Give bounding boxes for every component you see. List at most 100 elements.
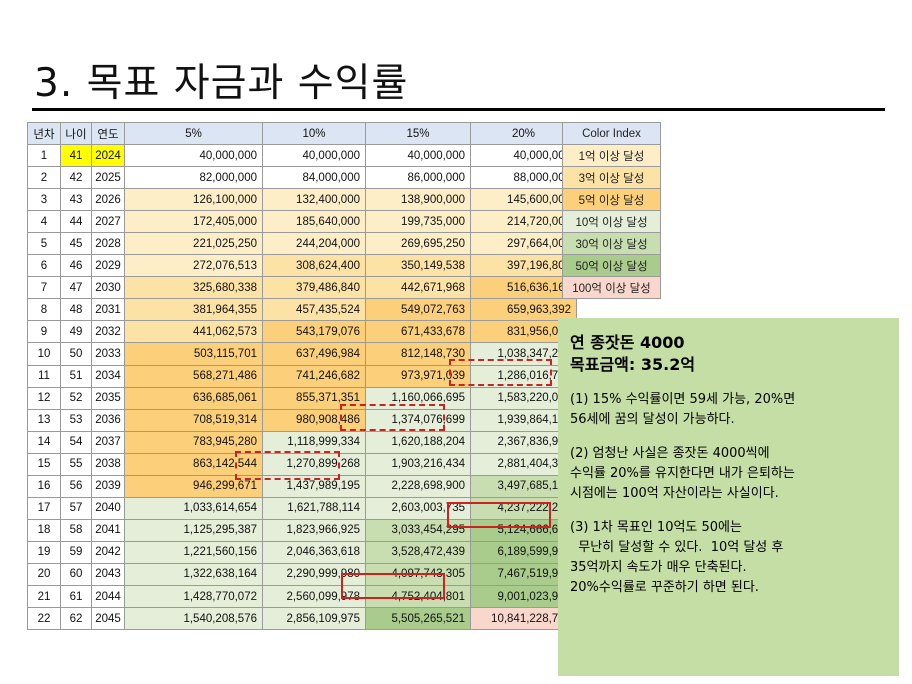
table-row: 6 46 2029 272,076,513 308,624,400 350,149,538…	[27, 254, 577, 278]
table-row: 9 49 2032 441,062,573 543,179,076 671,433,678…	[27, 320, 577, 344]
column-header: 15%	[365, 121, 471, 146]
balance-cell: 1,540,208,576	[124, 607, 263, 631]
balance-cell: 3,033,454,295	[365, 518, 471, 542]
note-point-2-line-2: 수익률 20%를 유지한다면 내가 은퇴하는	[570, 466, 795, 481]
age-cell: 54	[60, 430, 92, 454]
milestone-marker-20pct-10	[449, 359, 552, 386]
balance-cell: 350,149,538	[365, 254, 471, 278]
balance-cell: 86,000,000	[365, 166, 471, 190]
balance-cell: 812,148,730	[365, 342, 471, 366]
table-header-row: 년차 나이 연도 5% 10% 15% 20%	[27, 121, 577, 146]
year-index-cell: 7	[27, 276, 61, 300]
balance-cell: 855,371,351	[262, 386, 366, 410]
year-cell: 2037	[91, 430, 125, 454]
balance-cell: 3,497,685,178	[470, 474, 577, 498]
legend-item: 50억 이상 달성	[562, 254, 661, 278]
balance-cell: 269,695,250	[365, 232, 471, 256]
age-cell: 61	[60, 584, 92, 609]
age-cell: 51	[60, 364, 92, 388]
balance-cell: 2,856,109,975	[262, 607, 366, 631]
balance-cell: 2,228,698,900	[365, 474, 471, 498]
balance-cell: 84,000,000	[262, 166, 366, 190]
table-row: 11 51 2034 568,271,486 741,246,682 973,971,03…	[27, 364, 577, 388]
balance-cell: 185,640,000	[262, 210, 366, 234]
year-index-cell: 4	[27, 210, 61, 234]
balance-cell: 1,583,220,090	[470, 386, 577, 410]
balance-cell: 1,823,966,925	[262, 518, 366, 542]
balance-cell: 1,437,989,195	[262, 474, 366, 498]
age-cell: 53	[60, 408, 92, 432]
balance-cell: 325,680,338	[124, 276, 263, 300]
balance-cell: 1,428,770,072	[124, 584, 263, 609]
table-row: 19 59 2042 1,221,560,156 2,046,363,618 3,528,…	[27, 540, 577, 564]
year-cell: 2029	[91, 254, 125, 278]
balance-cell: 132,400,000	[262, 188, 366, 212]
balance-cell: 1,125,295,387	[124, 518, 263, 542]
balance-cell: 783,945,280	[124, 430, 263, 454]
year-index-cell: 10	[27, 342, 61, 366]
year-cell: 2024	[91, 144, 125, 168]
table-row: 4 44 2027 172,405,000 185,640,000 199,735,000…	[27, 210, 577, 234]
year-index-cell: 14	[27, 430, 61, 454]
returns-table: 년차 나이 연도 5% 10% 15% 20% 1 41 2024 40,000,000 40,00…	[27, 121, 577, 631]
age-cell: 52	[60, 386, 92, 410]
year-cell: 2044	[91, 584, 125, 609]
balance-cell: 2,367,836,929	[470, 430, 577, 454]
column-header: 나이	[60, 121, 92, 146]
age-cell: 57	[60, 496, 92, 520]
year-cell: 2040	[91, 496, 125, 520]
age-cell: 46	[60, 254, 92, 278]
balance-cell: 145,600,000	[470, 188, 577, 212]
age-cell: 41	[60, 144, 92, 168]
summary-note-box: 연 종잣돈 4000 목표금액: 35.2억 (1) 15% 수익률이면 59세…	[558, 318, 899, 676]
table-row: 18 58 2041 1,125,295,387 1,823,966,925 3,033,…	[27, 518, 577, 542]
balance-cell: 5,505,265,521	[365, 607, 471, 631]
age-cell: 50	[60, 342, 92, 366]
milestone-marker-15pct-12	[340, 404, 445, 431]
table-row: 12 52 2035 636,685,061 855,371,351 1,160,066,…	[27, 386, 577, 410]
balance-cell: 40,000,000	[124, 144, 263, 168]
balance-cell: 10,841,228,778	[470, 607, 577, 631]
table-row: 7 47 2030 325,680,338 379,486,840 442,671,968…	[27, 276, 577, 300]
age-cell: 45	[60, 232, 92, 256]
balance-cell: 457,435,524	[262, 298, 366, 322]
balance-cell: 40,000,000	[470, 144, 577, 168]
balance-cell: 441,062,573	[124, 320, 263, 344]
table-row: 2 42 2025 82,000,000 84,000,000 86,000,000 88,…	[27, 166, 577, 190]
target-marker-15pct-19	[341, 573, 445, 599]
balance-cell: 7,467,519,985	[470, 562, 577, 586]
balance-cell: 1,620,188,204	[365, 430, 471, 454]
legend-item: 10억 이상 달성	[562, 210, 661, 234]
balance-cell: 199,735,000	[365, 210, 471, 234]
year-cell: 2041	[91, 518, 125, 542]
age-cell: 42	[60, 166, 92, 190]
year-index-cell: 1	[27, 144, 61, 168]
balance-cell: 308,624,400	[262, 254, 366, 278]
year-cell: 2039	[91, 474, 125, 498]
table-row: 14 54 2037 783,945,280 1,118,999,334 1,620,18…	[27, 430, 577, 454]
year-cell: 2031	[91, 298, 125, 322]
year-index-cell: 15	[27, 452, 61, 476]
year-cell: 2038	[91, 452, 125, 476]
balance-cell: 831,956,070	[470, 320, 577, 344]
table-row: 13 53 2036 708,519,314 980,908,486 1,374,076,…	[27, 408, 577, 432]
balance-cell: 138,900,000	[365, 188, 471, 212]
year-cell: 2042	[91, 540, 125, 564]
age-cell: 58	[60, 518, 92, 542]
note-seed-money: 연 종잣돈 4000	[570, 333, 685, 352]
note-point-3-line-3: 35억까지 속도가 매우 단축된다.	[570, 560, 747, 575]
balance-cell: 516,636,160	[470, 276, 577, 300]
title-divider	[32, 108, 885, 111]
target-marker-20pct-16	[447, 502, 551, 528]
age-cell: 47	[60, 276, 92, 300]
table-row: 8 48 2031 381,964,355 457,435,524 549,072,763…	[27, 298, 577, 322]
year-index-cell: 19	[27, 540, 61, 564]
table-row: 3 43 2026 126,100,000 132,400,000 138,900,000…	[27, 188, 577, 212]
note-point-1-line-1: (1) 15% 수익률이면 59세 가능, 20%면	[570, 392, 796, 407]
balance-cell: 2,046,363,618	[262, 540, 366, 564]
year-index-cell: 17	[27, 496, 61, 520]
balance-cell: 88,000,000	[470, 166, 577, 190]
note-target-amount: 목표금액: 35.2억	[570, 355, 696, 374]
balance-cell: 946,299,671	[124, 474, 263, 498]
balance-cell: 2,881,404,315	[470, 452, 577, 476]
